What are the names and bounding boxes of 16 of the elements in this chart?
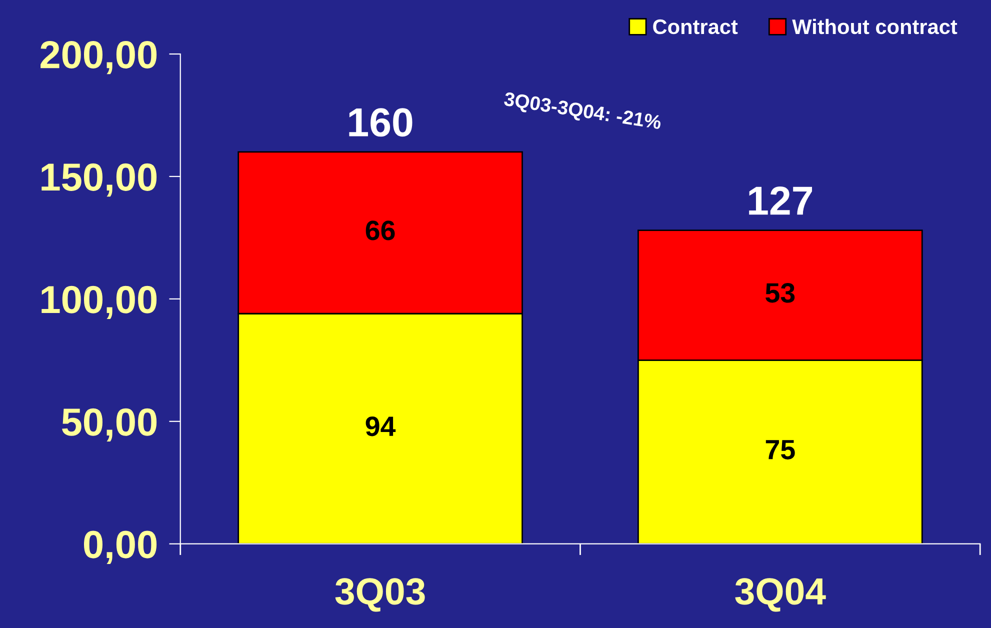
annotation: 3Q03-3Q04: -21% <box>503 92 662 133</box>
legend-label: Without contract <box>792 18 958 34</box>
total-label: 160 <box>349 108 412 137</box>
data-label: 75 <box>766 440 795 460</box>
total-label: 127 <box>749 186 812 215</box>
x-tick-label: 3Q03 <box>335 578 425 612</box>
y-tick-label: 200,00 <box>40 40 157 74</box>
x-tick-label: 3Q04 <box>735 578 826 612</box>
data-label: 66 <box>366 220 395 240</box>
data-label: 53 <box>766 283 795 303</box>
y-tick-label: 150,00 <box>42 163 157 197</box>
legend-label: Contract <box>653 19 738 34</box>
data-label: 94 <box>366 416 396 436</box>
y-tick-label: 100,00 <box>42 286 157 320</box>
y-tick-label: 50,00 <box>62 408 157 442</box>
y-tick-label: 0,00 <box>84 530 157 564</box>
